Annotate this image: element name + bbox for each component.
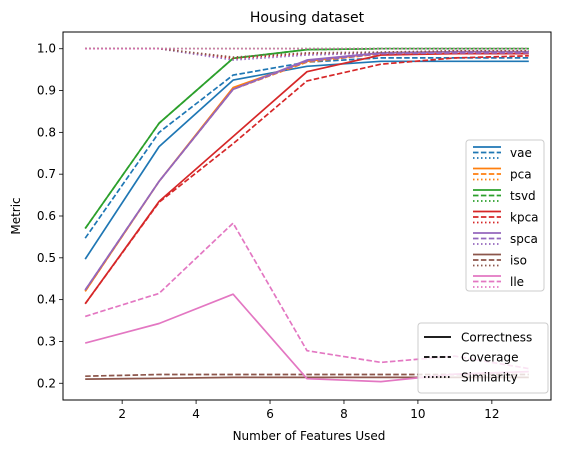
y-tick-label: 0.6 xyxy=(37,209,56,223)
series-tsvd-coverage-line xyxy=(84,47,529,229)
x-tick-label: 12 xyxy=(484,407,499,421)
series-spca-correctness-line xyxy=(84,50,529,291)
y-tick-label: 0.2 xyxy=(37,376,56,390)
legend-vae-label: vae xyxy=(510,146,532,160)
series-kpca-coverage-line xyxy=(84,54,529,305)
y-axis-label: Metric xyxy=(9,197,23,234)
legend-lle-label: lle xyxy=(510,275,524,289)
y-tick-label: 0.5 xyxy=(37,251,56,265)
series-vae-correctness-line xyxy=(84,60,529,260)
legend-methods: vae pca tsvd kpca spca iso lle xyxy=(465,139,545,292)
legend-tsvd-label: tsvd xyxy=(510,189,536,203)
x-tick-label: 8 xyxy=(340,407,348,421)
series-iso-coverage-line xyxy=(85,373,529,378)
y-tick-label: 0.3 xyxy=(37,334,56,348)
series-spca-coverage-line xyxy=(84,52,529,291)
x-tick-label: 10 xyxy=(410,407,425,421)
legend-spca-label: spca xyxy=(510,232,538,246)
x-axis: 2 4 6 8 10 12 xyxy=(118,400,499,421)
legend-pca-label: pca xyxy=(510,168,532,182)
legend-kpca-label: kpca xyxy=(510,211,539,225)
series-pca-coverage-line xyxy=(84,52,529,292)
y-tick-label: 0.4 xyxy=(37,293,56,307)
chart-title: Housing dataset xyxy=(250,10,365,26)
x-axis-label: Number of Features Used xyxy=(233,429,386,443)
y-tick-label: 1.0 xyxy=(37,42,56,56)
y-tick-label: 0.8 xyxy=(37,125,56,139)
legend-metrics-box xyxy=(417,322,549,394)
legend-correctness-label: Correctness xyxy=(461,331,532,345)
legend-iso-label: iso xyxy=(510,254,527,268)
y-axis: 0.2 0.3 0.4 0.5 0.6 0.7 0.8 0.9 1.0 xyxy=(37,42,63,390)
series-kpca-correctness-line xyxy=(84,52,529,305)
series-tsvd-correctness-line xyxy=(84,47,529,229)
legend-coverage-label: Coverage xyxy=(461,351,519,365)
x-tick-label: 2 xyxy=(118,407,126,421)
legend-methods-box xyxy=(465,139,545,292)
legend-similarity-label: Similarity xyxy=(461,371,518,385)
plot-series xyxy=(84,47,529,383)
y-tick-label: 0.9 xyxy=(37,84,56,98)
x-tick-label: 6 xyxy=(266,407,274,421)
legend-metrics: Correctness Coverage Similarity xyxy=(417,322,549,394)
y-tick-label: 0.7 xyxy=(37,167,56,181)
series-pca-correctness-line xyxy=(84,50,529,292)
x-tick-label: 4 xyxy=(192,407,200,421)
